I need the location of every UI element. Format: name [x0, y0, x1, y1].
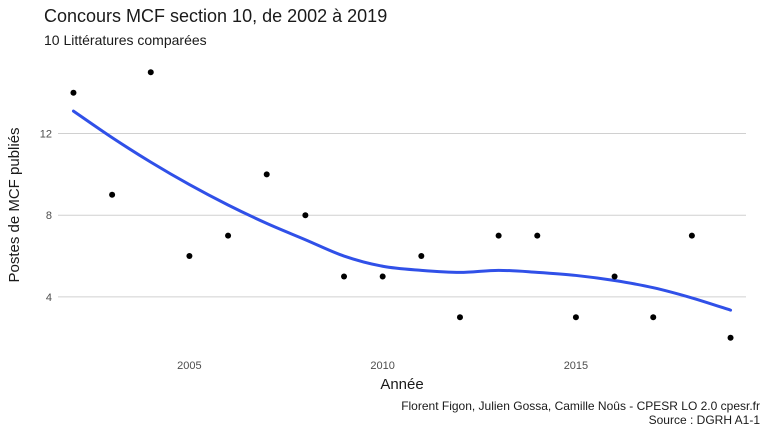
data-point	[302, 212, 309, 219]
smooth-line-path	[71, 109, 733, 312]
x-tick-labels: 2005 2010 2015	[177, 360, 588, 372]
smooth-trend-line	[71, 109, 733, 312]
y-tick-label: 4	[46, 292, 52, 304]
chart-title: Concours MCF section 10, de 2002 à 2019	[44, 6, 387, 26]
chart-subtitle: 10 Littératures comparées	[44, 32, 207, 48]
data-point	[572, 314, 579, 321]
x-tick-label: 2015	[564, 360, 588, 372]
caption-authors: Florent Figon, Julien Gossa, Camille Noû…	[401, 399, 760, 413]
data-point	[534, 232, 541, 239]
y-tick-label: 8	[46, 210, 52, 222]
data-point	[341, 273, 348, 280]
x-tick-label: 2010	[370, 360, 394, 372]
y-tick-label: 12	[40, 129, 52, 141]
data-point	[650, 314, 657, 321]
x-tick-label: 2005	[177, 360, 201, 372]
x-axis-title: Année	[380, 376, 423, 393]
data-point	[186, 253, 193, 260]
data-point	[147, 69, 154, 76]
data-point	[225, 232, 232, 239]
data-point	[418, 253, 425, 260]
data-points	[70, 69, 734, 341]
gridlines	[58, 133, 746, 298]
data-point	[688, 232, 695, 239]
data-point	[727, 334, 734, 341]
data-point	[456, 314, 463, 321]
data-point	[263, 171, 270, 178]
y-axis-title: Postes de MCF publiés	[6, 127, 23, 282]
y-tick-labels: 4 8 12	[40, 129, 52, 304]
data-point	[70, 89, 77, 96]
caption-source: Source : DGRH A1-1	[649, 413, 761, 427]
data-point	[495, 232, 502, 239]
data-point	[611, 273, 618, 280]
data-point	[379, 273, 386, 280]
data-point	[109, 191, 116, 198]
